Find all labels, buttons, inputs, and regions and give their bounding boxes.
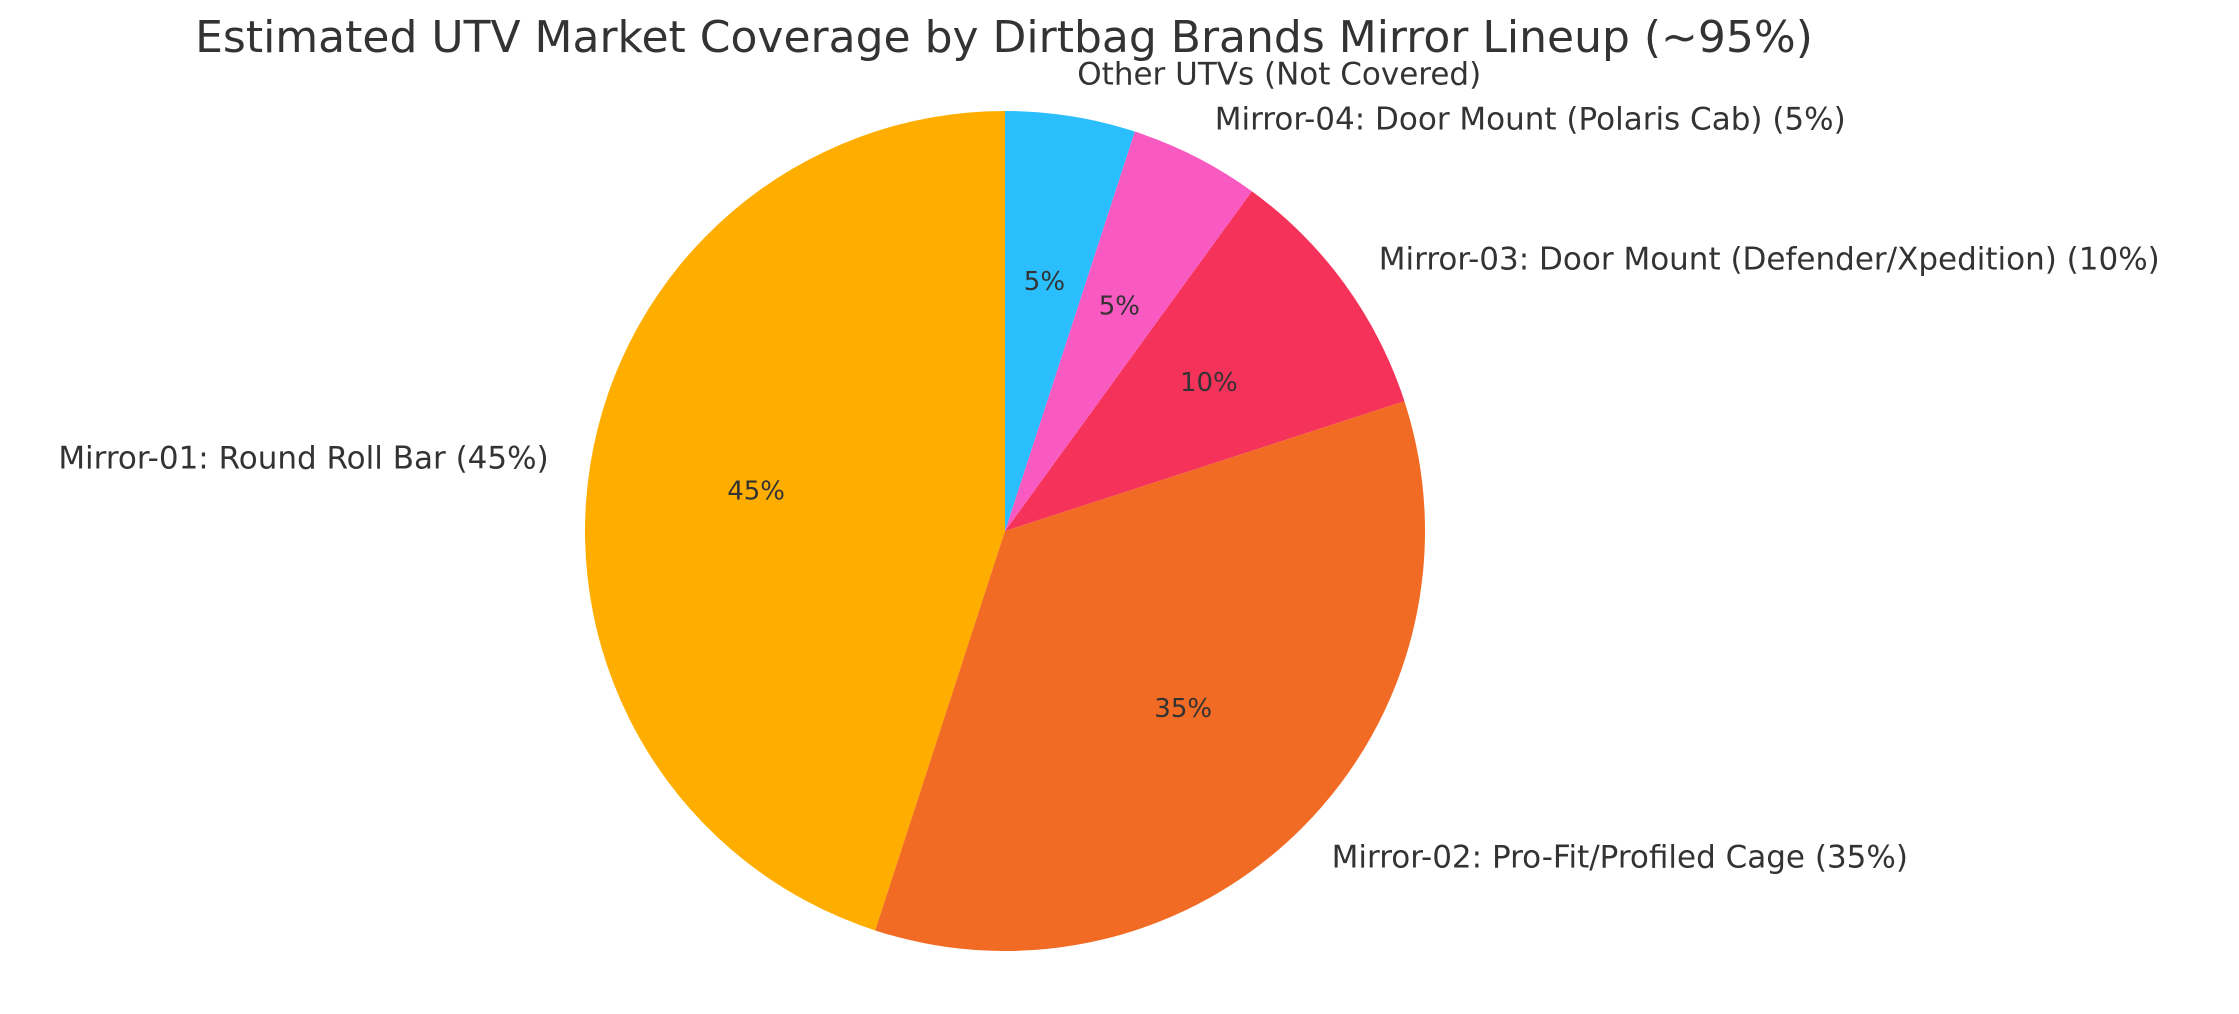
slice-label-4: Mirror-04: Door Mount (Polaris Cab) (5%) [1215,101,1846,137]
percent-label-1: 45% [727,477,785,507]
chart-title: Estimated UTV Market Coverage by Dirtbag… [195,12,1813,63]
pie-slices [585,111,1425,952]
slice-label-1: Mirror-01: Round Roll Bar (45%) [58,441,548,477]
percent-label-5: 5% [1024,267,1065,297]
slice-labels: Mirror-01: Round Roll Bar (45%) Mirror-02… [58,57,2159,876]
pie-slice-4 [1005,131,1252,531]
slice-label-2: Mirror-02: Pro-Fit/Profiled Cage (35%) [1332,840,1908,876]
percent-labels: 45% 35% 10% 5% 5% [727,267,1238,724]
pie-slice-5 [1005,111,1135,531]
pie-slice-3 [1005,191,1405,531]
pie-slice-1 [585,111,1005,931]
percent-label-2: 35% [1154,694,1212,724]
slice-label-3: Mirror-03: Door Mount (Defender/Xpeditio… [1379,241,2160,277]
percent-label-4: 5% [1099,291,1140,321]
percent-label-3: 10% [1180,368,1238,398]
slice-label-5: Other UTVs (Not Covered) [1077,57,1481,93]
pie-slice-2 [875,401,1425,952]
